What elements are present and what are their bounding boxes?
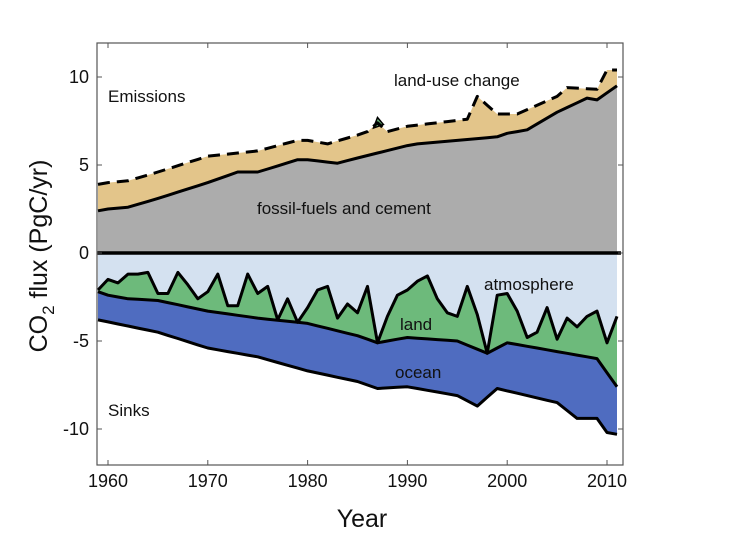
y-tick-label: 0 (79, 243, 89, 263)
line-fossil-fuels (97, 84, 618, 213)
y-tick-labels: -10 -5 0 5 10 (63, 67, 89, 439)
area-atmosphere (98, 253, 617, 354)
y-tick-label: -5 (73, 331, 89, 351)
y-axis-title-subscript: 2 (39, 305, 58, 314)
line-land-top (97, 270, 619, 355)
y-axis-title-rest: flux (PgC/yr) (25, 160, 53, 306)
annotation-land: land (400, 315, 432, 334)
y-tick-label: 10 (69, 67, 89, 87)
area-ocean (98, 291, 617, 435)
line-ocean-bottom (97, 318, 618, 436)
annotation-land-use-change: land-use change (394, 71, 520, 90)
y-tick-label: -10 (63, 419, 89, 439)
x-tick-label: 1990 (387, 471, 427, 491)
y-axis-title-main: CO (25, 315, 53, 353)
line-total-emissions (97, 68, 617, 186)
x-axis-title: Year (337, 505, 388, 533)
x-tick-labels: 1960 1970 1980 1990 2000 2010 (88, 471, 627, 491)
annotation-atmosphere: atmosphere (484, 275, 574, 294)
axis-ticks (97, 43, 623, 465)
x-tick-label: 1960 (88, 471, 128, 491)
area-land (98, 272, 617, 387)
plot-lines (97, 68, 621, 436)
x-tick-label: 2000 (487, 471, 527, 491)
x-tick-label: 1980 (288, 471, 328, 491)
x-tick-label: 2010 (587, 471, 627, 491)
x-tick-label: 1970 (188, 471, 228, 491)
y-tick-label: 5 (79, 155, 89, 175)
plot-frame (96, 42, 624, 466)
annotation-sinks: Sinks (108, 401, 150, 420)
annotation-fossil-fuels: fossil-fuels and cement (257, 199, 431, 218)
annotation-emissions: Emissions (108, 87, 185, 106)
line-ocean-top (97, 290, 619, 388)
area-fossil-fuels (98, 85, 617, 253)
annotation-ocean: ocean (395, 363, 441, 382)
y-axis-title: CO2 flux (PgC/yr) (25, 160, 58, 353)
